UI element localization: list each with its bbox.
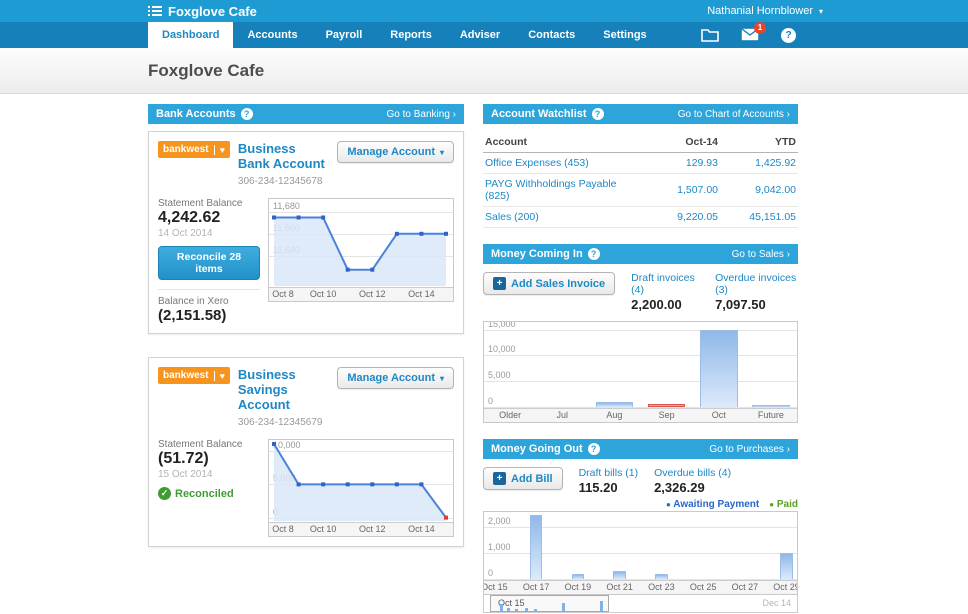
chart-range-selector[interactable]: Oct 15 Dec 14 [483, 595, 798, 613]
draft-bills-stat: Draft bills (1) 115.20 [578, 467, 639, 495]
table-row: Office Expenses (453) 129.93 1,425.92 [483, 153, 798, 174]
watchlist-account-link[interactable]: PAYG Withholdings Payable (825) [485, 178, 617, 202]
notifications-mail-icon[interactable]: 1 [741, 22, 766, 42]
watchlist-title: Account Watchlist [491, 108, 587, 120]
watchlist-account-link[interactable]: Office Expenses (453) [485, 157, 589, 169]
nav-tabs: Dashboard Accounts Payroll Reports Advis… [148, 22, 968, 48]
nav-bar: Dashboard Accounts Payroll Reports Advis… [0, 22, 968, 48]
check-icon: ✓ [158, 487, 171, 500]
watchlist-header: Account Watchlist? Go to Chart of Accoun… [483, 104, 798, 124]
draft-invoices-link[interactable]: Draft invoices (4) [631, 272, 695, 296]
money-in-chart: 15,000 10,000 5,000 0 Older Jul Aug Sep Oct Futur… [483, 321, 798, 423]
reconciled-status: ✓ Reconciled [158, 487, 260, 500]
statement-date: 14 Oct 2014 [158, 228, 213, 239]
bankwest-logo: bankwest ♥ [158, 367, 230, 384]
manage-account-button[interactable]: Manage Account ▾ [337, 141, 454, 163]
balance-in-xero-value: (2,151.58) [158, 307, 227, 324]
chevron-down-icon: ▾ [439, 373, 444, 383]
bank-accounts-title: Bank Accounts [156, 108, 236, 120]
go-to-sales-link[interactable]: Go to Sales › [731, 248, 790, 260]
overdue-bills-link[interactable]: Overdue bills (4) [654, 467, 732, 479]
money-in-title: Money Coming In [491, 248, 583, 260]
reconciled-label: Reconciled [175, 487, 234, 500]
chevron-down-icon: ▾ [439, 147, 444, 157]
help-icon[interactable]: ? [240, 108, 253, 120]
table-row: PAYG Withholdings Payable (825) 1,507.00… [483, 174, 798, 207]
money-in-header: Money Coming In? Go to Sales › [483, 244, 798, 264]
statement-balance-value: (51.72) [158, 450, 209, 467]
go-to-purchases-link[interactable]: Go to Purchases › [709, 443, 790, 455]
statement-balance-label: Statement Balance [158, 439, 243, 450]
app-logo[interactable]: Foxglove Cafe [148, 4, 257, 19]
help-icon[interactable]: ? [591, 108, 604, 120]
statement-balance-label: Statement Balance [158, 198, 243, 209]
statement-balance-value: 4,242.62 [158, 209, 221, 226]
menu-list-icon [148, 6, 162, 16]
help-icon[interactable]: ? [781, 27, 796, 43]
bank-accounts-header: Bank Accounts? Go to Banking › [148, 104, 464, 124]
bank-account-card: bankwest ♥ Business Bank Account 306-234-… [148, 131, 464, 334]
plus-icon: + [493, 472, 506, 485]
tab-payroll[interactable]: Payroll [325, 29, 363, 41]
go-to-banking-link[interactable]: Go to Banking › [386, 108, 456, 120]
watchlist-header-row: Account Oct-14 YTD [483, 132, 798, 153]
tab-accounts[interactable]: Accounts [247, 29, 298, 41]
statement-date: 15 Oct 2014 [158, 469, 213, 480]
user-menu[interactable]: Nathanial Hornblower ▾ [707, 5, 823, 17]
draft-invoices-stat: Draft invoices (4) 2,200.00 [631, 272, 699, 314]
heart-icon: ♥ [213, 144, 225, 155]
tab-adviser[interactable]: Adviser [459, 29, 501, 41]
tab-settings[interactable]: Settings [603, 29, 647, 41]
chart-legend: ● Awaiting Payment ● Paid [666, 499, 798, 510]
overdue-invoices-link[interactable]: Overdue invoices (3) [715, 272, 797, 296]
add-sales-invoice-button[interactable]: + Add Sales Invoice [483, 272, 616, 295]
manage-account-button[interactable]: Manage Account ▾ [337, 367, 454, 389]
go-to-chart-of-accounts-link[interactable]: Go to Chart of Accounts › [677, 108, 790, 120]
logo-text: Foxglove Cafe [168, 3, 257, 19]
add-bill-button[interactable]: + Add Bill [483, 467, 563, 490]
account-name-link[interactable]: Business Savings Account [237, 367, 296, 412]
help-icon[interactable]: ? [587, 443, 600, 455]
tab-reports[interactable]: Reports [390, 29, 432, 41]
paid-dot-icon: ● [769, 500, 775, 509]
money-out-header: Money Going Out? Go to Purchases › [483, 439, 798, 459]
user-name: Nathanial Hornblower [707, 5, 813, 17]
table-row: Sales (200) 9,220.05 45,151.05 [483, 207, 798, 228]
range-end-label: Dec 14 [762, 598, 791, 608]
page-title: Foxglove Cafe [148, 61, 265, 80]
overdue-bills-stat: Overdue bills (4) 2,326.29 [654, 467, 732, 495]
watchlist-table: Account Oct-14 YTD Office Expenses (453)… [483, 132, 798, 228]
watchlist-account-link[interactable]: Sales (200) [485, 211, 539, 223]
top-bar: Foxglove Cafe Nathanial Hornblower ▾ [0, 0, 968, 22]
money-out-chart: 2,000 1,000 0 Oct 15 Oct 17 Oct 19 Oct 21 Oct 2… [483, 511, 798, 595]
bankwest-logo: bankwest ♥ [158, 141, 230, 158]
savings-account-card: bankwest ♥ Business Savings Account 306-2… [148, 357, 464, 547]
heart-icon: ♥ [213, 370, 225, 381]
reconcile-button[interactable]: Reconcile 28 items [158, 246, 260, 280]
files-folder-icon[interactable] [701, 28, 719, 42]
awaiting-payment-dot-icon: ● [666, 500, 671, 509]
account-number: 306-234-12345678 [237, 176, 323, 187]
account-number: 306-234-12345679 [237, 417, 323, 428]
draft-bills-link[interactable]: Draft bills (1) [578, 467, 639, 479]
title-band: Foxglove Cafe [0, 48, 968, 94]
chevron-down-icon: ▾ [818, 6, 823, 16]
overdue-invoices-stat: Overdue invoices (3) 7,097.50 [715, 272, 797, 312]
plus-icon: + [493, 277, 506, 290]
balance-in-xero-label: Balance in Xero [158, 296, 229, 307]
range-selection-window[interactable] [490, 595, 610, 612]
tab-contacts[interactable]: Contacts [528, 29, 576, 41]
help-icon[interactable]: ? [587, 248, 600, 260]
range-start-label: Oct 15 [498, 598, 525, 608]
account-name-link[interactable]: Business Bank Account [237, 141, 325, 171]
tab-dashboard[interactable]: Dashboard [148, 22, 234, 48]
notification-badge: 1 [754, 22, 766, 34]
money-out-title: Money Going Out [491, 443, 583, 455]
